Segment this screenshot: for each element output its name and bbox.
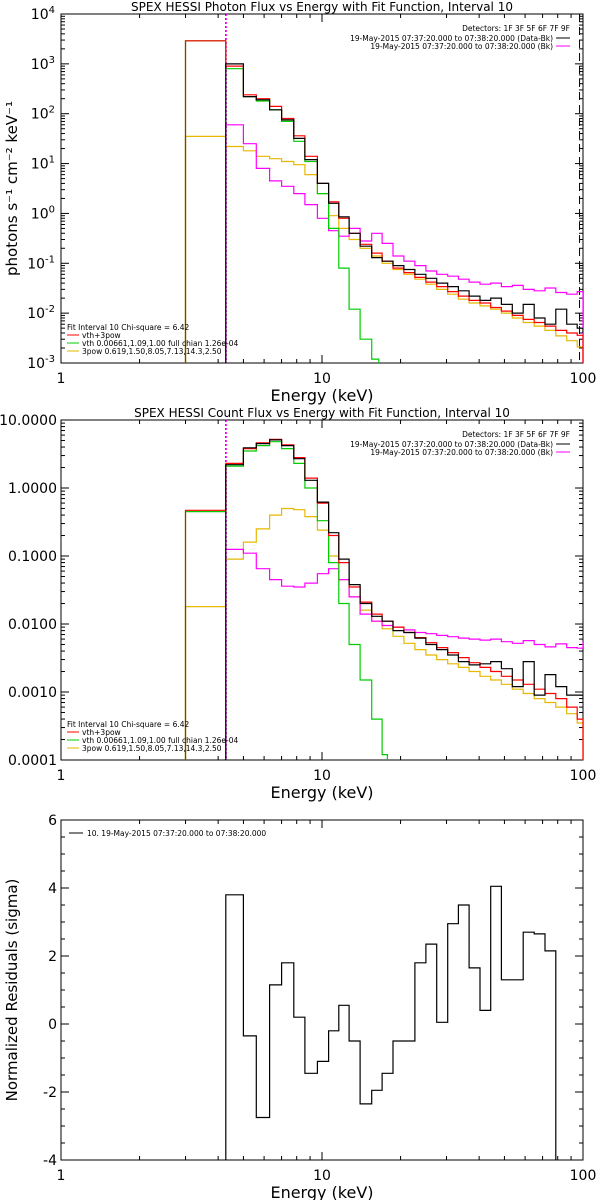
y-tick-exponent: 3: [49, 55, 55, 66]
legend-entry-label: 19-May-2015 07:37:20.000 to 07:38:20.000…: [370, 448, 553, 457]
legend-entry-label: 19-May-2015 07:37:20.000 to 07:38:20.000…: [350, 34, 553, 43]
y-tick-base: 10: [27, 256, 45, 272]
y-tick-exponent: -1: [45, 254, 55, 265]
y-tick-base: 10: [31, 107, 49, 123]
y-tick-exponent: 1: [49, 155, 55, 166]
series-step-line: [225, 124, 583, 363]
legend-entry-label: vth+3pow: [82, 728, 121, 737]
y-tick-label: 0.0001: [8, 753, 57, 769]
y-tick-exponent: 2: [49, 105, 55, 116]
legend-fit-header: Fit Interval 10 Chi-square = 6.42: [67, 323, 190, 332]
x-axis-label: Energy (keV): [270, 783, 373, 802]
y-tick-exponent: -2: [45, 304, 55, 315]
y-axis-label: Normalized Residuals (sigma): [3, 879, 21, 1102]
legend-entry-label: 3pow 0.619,1.50,8.05,7.13,14.3,2.50: [82, 744, 222, 753]
y-tick-label: 100: [31, 204, 55, 222]
legend-fit-header: Fit Interval 10 Chi-square = 6.42: [67, 720, 190, 729]
series-step-line: [225, 885, 557, 1160]
y-tick-label: 0.1000: [8, 549, 57, 565]
y-tick-exponent: -3: [45, 354, 55, 365]
y-tick-label: -2: [43, 1085, 57, 1101]
y-tick-label: 10-3: [27, 354, 55, 372]
y-tick-base: 10: [31, 157, 49, 173]
y-tick-label: 104: [31, 5, 55, 23]
legend-entry-label: vth 0.00661,1.09,1.00 full chian 1.26e-0…: [82, 736, 239, 745]
y-tick-label: -4: [43, 1153, 57, 1169]
y-tick-label: 10-1: [27, 254, 55, 272]
y-tick-label: 4: [48, 881, 57, 897]
legend-entry-label: 3pow 0.619,1.50,8.05,7.13,14.3,2.50: [82, 347, 222, 356]
series-step-line: [184, 135, 583, 363]
y-tick-label: 101: [31, 155, 55, 173]
series-group: [225, 885, 557, 1160]
chart-title: SPEX HESSI Photon Flux vs Energy with Fi…: [131, 0, 513, 14]
series-group: [184, 438, 583, 760]
y-tick-label: 1.0000: [8, 481, 57, 497]
legend-detectors: Detectors: 1F 3F 5F 6F 7F 9F: [462, 24, 570, 33]
x-tick-label: 100: [570, 1168, 597, 1184]
x-tick-label: 1: [57, 371, 66, 387]
y-tick-label: 102: [31, 105, 55, 123]
x-tick-label: 100: [570, 768, 597, 784]
series-step-line: [225, 439, 583, 760]
y-tick-base: 10: [31, 57, 49, 73]
y-tick-label: 10-2: [27, 304, 55, 322]
x-tick-label: 100: [570, 371, 597, 387]
legend-entry-label: vth 0.00661,1.09,1.00 full chian 1.26e-0…: [82, 339, 239, 348]
chart-title: SPEX HESSI Count Flux vs Energy with Fit…: [134, 406, 510, 420]
x-axis-label: Energy (keV): [270, 386, 373, 405]
series-step-line: [184, 438, 583, 760]
y-tick-exponent: 0: [49, 204, 55, 215]
plot-frame: [60, 419, 584, 761]
y-tick-label: 2: [48, 949, 57, 965]
y-axis-label: photons s⁻¹ cm⁻² keV⁻¹: [3, 101, 21, 276]
y-tick-base: 10: [27, 356, 45, 372]
series-step-line: [225, 63, 583, 363]
x-tick-label: 1: [57, 768, 66, 784]
x-axis-label: Energy (keV): [270, 1183, 373, 1200]
y-tick-base: 10: [31, 206, 49, 222]
y-tick-label: 0.0100: [8, 617, 57, 633]
series-step-line: [184, 441, 388, 760]
series-step-line: [225, 548, 583, 760]
y-tick-label: 0: [48, 1017, 57, 1033]
x-tick-label: 1: [57, 1168, 66, 1184]
legend-entry-label: 19-May-2015 07:37:20.000 to 07:38:20.000…: [350, 440, 553, 449]
y-tick-label: 6: [48, 813, 57, 829]
series-group: [184, 40, 583, 363]
y-tick-label: 0.0010: [8, 685, 57, 701]
y-tick-base: 10: [27, 306, 45, 322]
legend-entry-label: 19-May-2015 07:37:20.000 to 07:38:20.000…: [370, 42, 553, 51]
series-step-line: [184, 507, 583, 760]
plot-frame: [60, 819, 584, 1161]
y-tick-label: 10.0000: [0, 413, 57, 429]
y-tick-label: 103: [31, 55, 55, 73]
x-tick-label: 10: [313, 768, 331, 784]
y-tick-exponent: 4: [49, 5, 55, 16]
legend-entry-label: vth+3pow: [82, 331, 121, 340]
y-tick-base: 10: [31, 7, 49, 23]
x-tick-label: 10: [313, 1168, 331, 1184]
legend-entry-label: 10. 19-May-2015 07:37:20.000 to 07:38:20…: [87, 829, 266, 838]
x-tick-label: 10: [313, 371, 331, 387]
series-step-line: [184, 40, 583, 363]
legend-detectors: Detectors: 1F 3F 5F 6F 7F 9F: [462, 430, 570, 439]
